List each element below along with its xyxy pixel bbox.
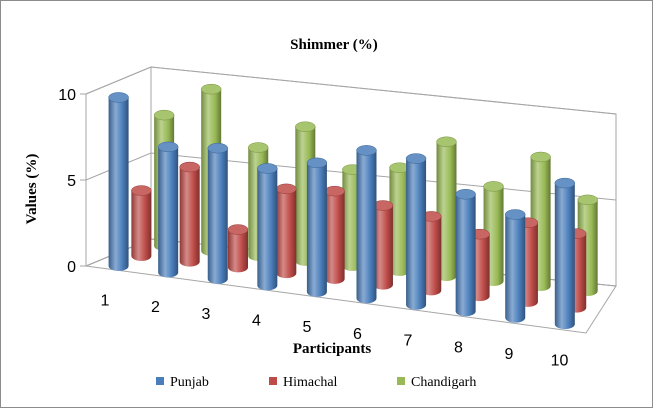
bar — [436, 136, 457, 281]
bar — [455, 189, 476, 317]
bar — [157, 141, 179, 278]
x-tick-label: 8 — [454, 339, 463, 356]
bar-body — [324, 191, 345, 284]
bar-top — [153, 109, 175, 121]
gridline — [85, 66, 617, 115]
bar — [257, 163, 278, 291]
bar-top — [455, 189, 476, 200]
bar-top — [405, 153, 427, 164]
bar-top — [276, 183, 297, 195]
bar-body — [554, 183, 575, 330]
bar-top — [248, 142, 269, 153]
y-tick-label: 10 — [58, 87, 76, 104]
y-axis-title: Values (%) — [24, 154, 40, 225]
y-tick-label: 5 — [67, 173, 76, 190]
bar — [372, 200, 394, 290]
bar — [324, 185, 345, 284]
bar — [421, 211, 442, 296]
bar-top — [200, 83, 222, 95]
bar-top — [530, 151, 551, 163]
legend-label-himachal: Himachal — [283, 375, 338, 390]
bar-top — [577, 194, 598, 206]
bar — [227, 224, 249, 273]
bar-top — [295, 121, 316, 132]
bar-body — [389, 167, 410, 276]
bar-top — [157, 141, 179, 153]
bar-top — [436, 136, 457, 148]
x-tick-label: 9 — [505, 346, 514, 363]
bar-body — [158, 146, 179, 278]
x-tick-label: 10 — [551, 353, 569, 370]
bar-top — [108, 92, 129, 103]
bar-top — [504, 209, 526, 220]
x-axis-title: Participants — [293, 341, 371, 357]
x-tick-label: 4 — [252, 312, 261, 329]
bar-body — [406, 158, 427, 310]
gridline — [85, 152, 617, 201]
bar-body — [276, 188, 297, 279]
bar-body — [505, 214, 526, 323]
legend-label-punjab: Punjab — [170, 375, 209, 390]
bar — [207, 142, 228, 284]
bar — [306, 157, 328, 297]
bar — [131, 185, 152, 261]
legend-swatch-himachal — [269, 377, 277, 385]
bar — [276, 183, 297, 279]
bar-body — [421, 216, 442, 296]
bar — [389, 162, 410, 276]
bar-body — [372, 205, 393, 290]
bar-body — [179, 167, 200, 267]
bar-top — [306, 157, 328, 169]
x-tick-label: 1 — [101, 292, 110, 309]
x-tick-label: 7 — [404, 333, 413, 350]
x-tick-label: 2 — [151, 299, 160, 316]
bar-body — [257, 168, 278, 291]
legend-swatch-punjab — [156, 377, 164, 385]
bar — [108, 92, 129, 271]
bar-top — [257, 163, 278, 174]
bar-body — [356, 150, 377, 304]
bar-body — [131, 190, 152, 261]
legend-label-chandigarh: Chandigarh — [411, 375, 476, 390]
bar-top — [227, 224, 249, 235]
bar-top — [483, 181, 504, 192]
series-himachal — [131, 161, 587, 313]
bar-body — [108, 97, 129, 271]
x-tick-label: 5 — [303, 319, 312, 336]
chart-title: Shimmer (%) — [290, 37, 378, 53]
bar-body — [207, 148, 228, 284]
y-tick-label: 0 — [67, 259, 76, 276]
bar-top — [356, 145, 377, 156]
bar-top — [554, 177, 576, 189]
bar-top — [207, 142, 228, 154]
bar-body — [228, 229, 248, 273]
bar-body — [436, 141, 457, 281]
bar-body — [306, 162, 327, 297]
x-tick-label: 3 — [202, 306, 211, 323]
bar — [405, 153, 427, 310]
bar-top — [131, 185, 152, 196]
bar — [179, 161, 200, 267]
x-tick-label: 6 — [353, 326, 362, 343]
legend-swatch-chandigarh — [397, 377, 405, 385]
bar-top — [324, 185, 345, 197]
bar-body — [455, 194, 476, 317]
bar — [356, 145, 377, 304]
bar — [554, 177, 576, 330]
bar — [504, 209, 526, 323]
legend: Punjab Himachal Chandigarh — [156, 375, 476, 390]
series-punjab — [108, 92, 576, 330]
bar-top — [179, 161, 200, 173]
